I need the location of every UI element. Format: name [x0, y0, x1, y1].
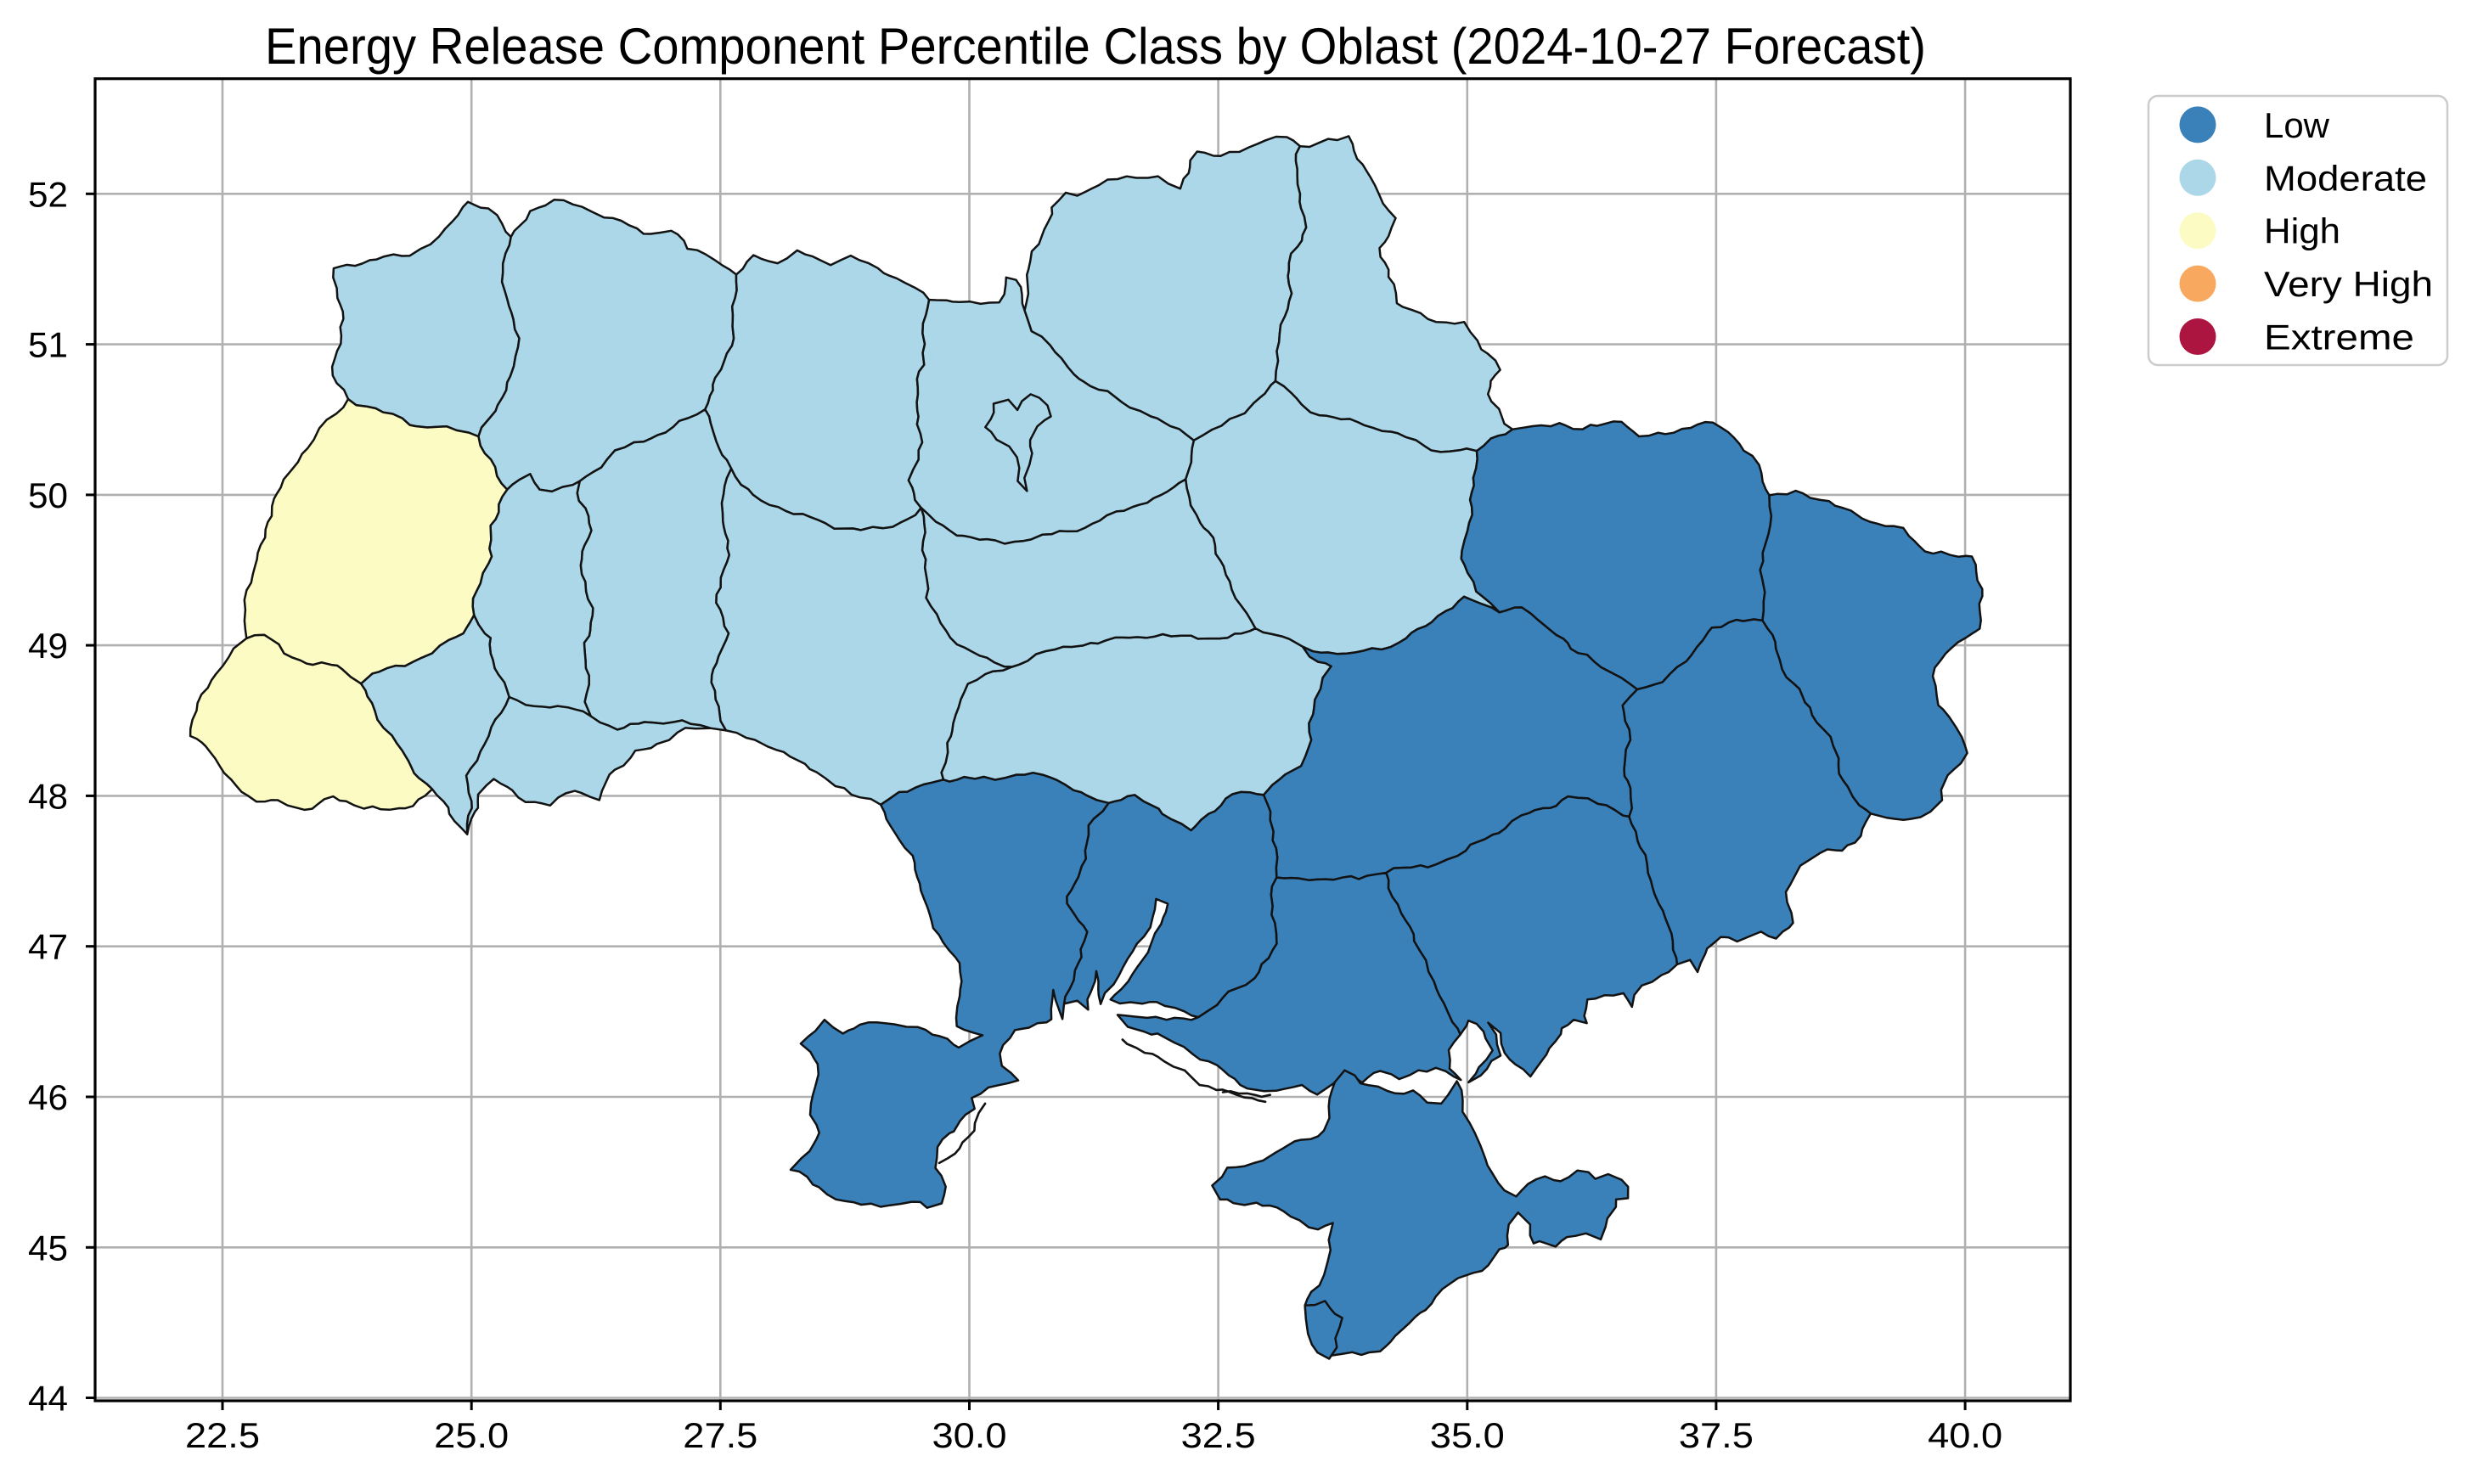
svg-text:50: 50: [28, 475, 68, 515]
svg-text:25.0: 25.0: [434, 1415, 509, 1455]
svg-text:47: 47: [28, 927, 68, 967]
svg-text:51: 51: [28, 325, 68, 365]
svg-text:44: 44: [28, 1379, 68, 1419]
svg-text:48: 48: [28, 776, 68, 816]
svg-text:Extreme: Extreme: [2264, 318, 2414, 357]
svg-text:Low: Low: [2264, 105, 2330, 145]
svg-text:37.5: 37.5: [1679, 1415, 1754, 1455]
svg-text:45: 45: [28, 1228, 68, 1268]
svg-text:32.5: 32.5: [1181, 1415, 1256, 1455]
svg-text:40.0: 40.0: [1928, 1415, 2002, 1455]
svg-text:30.0: 30.0: [932, 1415, 1007, 1455]
svg-text:22.5: 22.5: [185, 1415, 260, 1455]
svg-text:Moderate: Moderate: [2264, 158, 2427, 198]
svg-text:High: High: [2264, 211, 2340, 251]
svg-text:46: 46: [28, 1077, 68, 1117]
svg-text:Very High: Very High: [2264, 264, 2433, 304]
svg-text:49: 49: [28, 626, 68, 666]
svg-text:52: 52: [28, 174, 68, 214]
svg-text:35.0: 35.0: [1430, 1415, 1505, 1455]
svg-text:Energy Release Component Perce: Energy Release Component Percentile Clas…: [265, 18, 1926, 75]
svg-text:27.5: 27.5: [683, 1415, 757, 1455]
